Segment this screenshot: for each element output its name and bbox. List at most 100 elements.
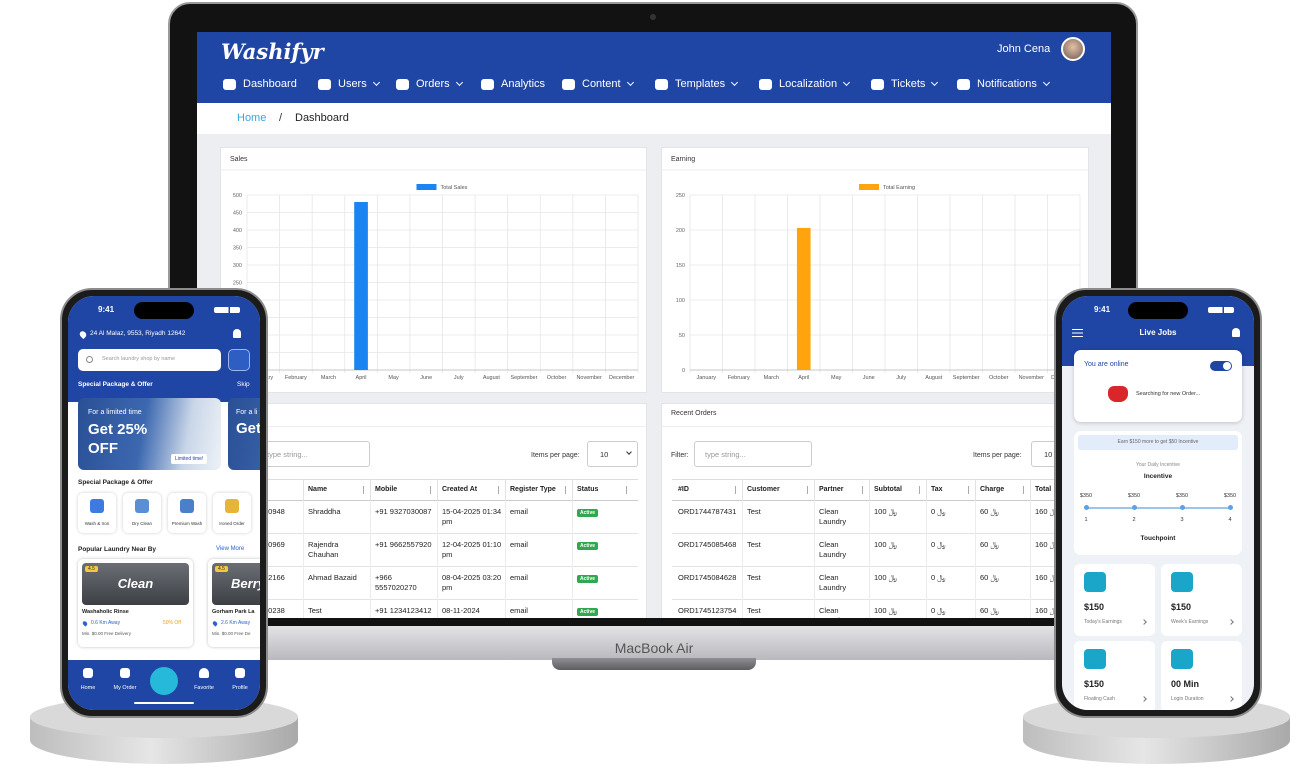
home-indicator bbox=[134, 702, 194, 704]
filter-input[interactable]: type string... bbox=[694, 441, 812, 467]
table-cell: 12-04-2025 01:10 pm bbox=[442, 540, 502, 559]
nav-item[interactable]: Templates bbox=[675, 78, 726, 90]
bell-icon[interactable] bbox=[1232, 328, 1240, 337]
column-separator bbox=[975, 501, 976, 534]
avatar[interactable] bbox=[1061, 37, 1085, 61]
search-icon bbox=[86, 356, 93, 363]
skip-link[interactable]: Skip bbox=[237, 381, 250, 388]
sort-arrow bbox=[565, 486, 566, 494]
x-tick-label: August bbox=[925, 375, 943, 381]
column-header: Mobile bbox=[375, 486, 398, 493]
column-separator bbox=[303, 534, 304, 567]
column-separator bbox=[303, 600, 304, 618]
column-separator bbox=[814, 479, 815, 501]
column-header: Status bbox=[577, 486, 599, 493]
table-cell: ORD1745085468 bbox=[678, 540, 737, 549]
table-cell: 60 ﷼ bbox=[980, 507, 999, 516]
service-tile[interactable]: Wash & Iron bbox=[78, 493, 116, 533]
column-separator bbox=[303, 567, 304, 600]
column-separator bbox=[303, 479, 304, 501]
tab-icon[interactable] bbox=[235, 668, 245, 678]
column-separator bbox=[869, 479, 870, 501]
nav-item[interactable]: Orders bbox=[416, 78, 450, 90]
menu-icon[interactable] bbox=[1072, 329, 1083, 337]
view-more-link[interactable]: View More bbox=[216, 546, 245, 552]
stat-tile[interactable]: $150 Floating Cash bbox=[1074, 641, 1155, 710]
banner-kicker: For a li bbox=[236, 409, 258, 416]
service-tile[interactable]: Ironed Order bbox=[213, 493, 251, 533]
tab-label: My Order bbox=[113, 685, 137, 691]
x-tick-label: March bbox=[321, 375, 336, 381]
banner-badge[interactable]: Limited time! bbox=[171, 454, 208, 464]
earn-note: Earn $150 more to get $50 Incentive bbox=[1078, 435, 1238, 450]
shop-logo: Berry bbox=[231, 576, 260, 591]
banner-headline: Get 25% OFF bbox=[88, 421, 148, 457]
filter-placeholder: type string... bbox=[267, 450, 308, 459]
table-cell: Clean Laundry bbox=[819, 606, 846, 618]
breadcrumb-home[interactable]: Home bbox=[237, 112, 267, 124]
stat-tile[interactable]: $150 Today's Earnings bbox=[1074, 564, 1155, 636]
table-row bbox=[672, 534, 1088, 567]
select-value: 10 bbox=[1044, 450, 1053, 459]
section-heading: Popular Laundry Near By bbox=[78, 546, 157, 553]
milestone-dot bbox=[1131, 505, 1137, 510]
x-tick-label: May bbox=[388, 375, 399, 381]
nav-item[interactable]: Analytics bbox=[501, 78, 546, 90]
shop-card[interactable]: Berry4.5 Gorham Park La 2.6 Km Away Min. $0… bbox=[208, 559, 260, 647]
filter-button[interactable] bbox=[228, 349, 250, 371]
x-tick-label: September bbox=[953, 375, 980, 381]
y-tick-label: 0 bbox=[682, 368, 685, 374]
sort-arrow bbox=[1023, 486, 1024, 494]
x-tick-label: July bbox=[454, 375, 464, 381]
column-separator bbox=[1030, 479, 1031, 501]
online-toggle[interactable] bbox=[1210, 361, 1232, 371]
filter-input[interactable]: type string... bbox=[256, 441, 370, 467]
legend-label: Total Earning bbox=[883, 185, 915, 191]
sort-arrow bbox=[807, 486, 808, 494]
tab-icon[interactable] bbox=[199, 668, 209, 678]
offer-banner: For a li Get bbox=[228, 398, 260, 470]
stat-tile[interactable]: 00 Min Login Duration bbox=[1161, 641, 1242, 710]
center-action-button[interactable] bbox=[147, 664, 181, 698]
x-tick-label: June bbox=[863, 375, 875, 381]
service-tile[interactable]: Premium Wash bbox=[168, 493, 206, 533]
bell-icon[interactable] bbox=[233, 329, 241, 338]
card: Earning 0 50 100 150 200 250 Total Earning Janua… bbox=[661, 147, 1089, 393]
chevron bbox=[1228, 696, 1234, 702]
toggle-knob bbox=[1223, 362, 1231, 370]
nav-item[interactable]: Users bbox=[338, 78, 367, 90]
items-per-page-select[interactable]: 10 bbox=[587, 441, 638, 467]
x-tick-label: April bbox=[356, 375, 367, 381]
stat-tile[interactable]: $150 Week's Earnings bbox=[1161, 564, 1242, 636]
legend-swatch bbox=[416, 184, 437, 190]
shop-card[interactable]: Clean 4.5 Washaholic Rinse 0.6 Km Away 50% O… bbox=[78, 559, 193, 647]
y-tick-label: 200 bbox=[676, 228, 685, 234]
column-separator bbox=[370, 534, 371, 567]
chevron bbox=[1228, 619, 1234, 625]
table-cell: 0 ﷼ bbox=[931, 507, 946, 516]
service-tile[interactable]: Dry Clean bbox=[123, 493, 161, 533]
column-separator bbox=[437, 600, 438, 618]
column-separator bbox=[742, 534, 743, 567]
service-icon bbox=[135, 499, 149, 513]
nav-item[interactable]: Content bbox=[582, 78, 621, 90]
column-separator bbox=[572, 534, 573, 567]
tab-icon[interactable] bbox=[83, 668, 93, 678]
column-separator bbox=[742, 567, 743, 600]
sort-arrow bbox=[968, 486, 969, 494]
column-header: Customer bbox=[747, 486, 780, 493]
x-tick-label: May bbox=[831, 375, 842, 381]
search-box[interactable]: Search laundry shop by name bbox=[78, 349, 221, 371]
nav-item[interactable]: Localization bbox=[779, 78, 838, 90]
tab-icon[interactable] bbox=[120, 668, 130, 678]
nav-item[interactable]: Notifications bbox=[977, 78, 1037, 90]
items-per-page-label: Items per page: bbox=[531, 452, 580, 459]
nav-item[interactable]: Dashboard bbox=[243, 78, 297, 90]
milestone-amount: $350 bbox=[1223, 493, 1237, 499]
nav-item[interactable]: Tickets bbox=[891, 78, 926, 90]
table-cell: ORD1745084628 bbox=[678, 573, 737, 582]
table-cell: +91 9327030087 bbox=[375, 507, 432, 516]
service-label: Premium Wash bbox=[171, 521, 203, 526]
column-separator bbox=[869, 600, 870, 618]
column-separator bbox=[814, 534, 815, 567]
